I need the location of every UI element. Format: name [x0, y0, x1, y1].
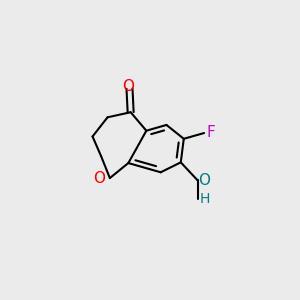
Text: O: O: [199, 173, 211, 188]
Text: O: O: [122, 79, 134, 94]
Text: F: F: [206, 125, 215, 140]
Text: O: O: [93, 171, 105, 186]
Text: H: H: [200, 192, 210, 206]
